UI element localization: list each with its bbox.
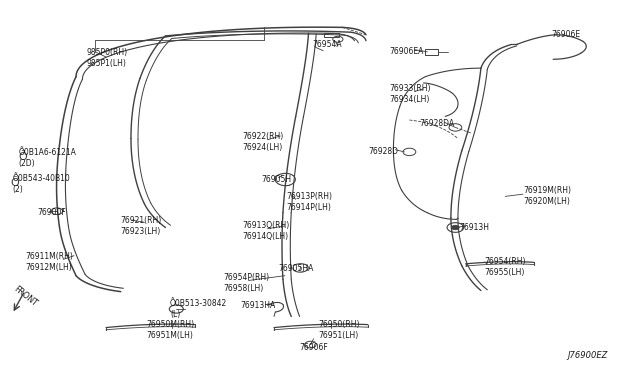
Text: 76905HA: 76905HA <box>278 264 314 273</box>
Text: J76900EZ: J76900EZ <box>568 351 608 360</box>
Text: 76900F: 76900F <box>37 208 66 217</box>
Text: 76913P(RH)
76914P(LH): 76913P(RH) 76914P(LH) <box>287 192 333 212</box>
Text: 76950M(RH)
76951M(LH): 76950M(RH) 76951M(LH) <box>147 320 195 340</box>
Text: 76922(RH)
76924(LH): 76922(RH) 76924(LH) <box>242 132 284 152</box>
Bar <box>324 33 339 37</box>
Text: 76906EA: 76906EA <box>389 47 423 56</box>
Text: 76913H: 76913H <box>460 223 489 232</box>
Text: 76928D: 76928D <box>368 147 398 156</box>
Text: 76921(RH)
76923(LH): 76921(RH) 76923(LH) <box>121 216 162 236</box>
Text: 76954A: 76954A <box>312 40 342 49</box>
Circle shape <box>452 225 460 230</box>
Text: 985P0(RH)
985P1(LH): 985P0(RH) 985P1(LH) <box>87 48 128 68</box>
Text: 76913Q(RH)
76914Q(LH): 76913Q(RH) 76914Q(LH) <box>242 221 289 241</box>
Text: FRONT: FRONT <box>12 285 38 308</box>
Text: 76906E: 76906E <box>551 30 580 39</box>
Bar <box>426 49 438 55</box>
Text: 76911M(RH)
76912M(LH): 76911M(RH) 76912M(LH) <box>25 252 73 272</box>
Text: Õ: Õ <box>19 152 28 162</box>
Text: 76913HA: 76913HA <box>240 301 275 310</box>
Text: 76906F: 76906F <box>300 343 328 352</box>
Text: 76905H: 76905H <box>261 175 291 184</box>
Text: Õ0B543-40B10
(2): Õ0B543-40B10 (2) <box>12 174 70 194</box>
Text: 76954P(RH)
76958(LH): 76954P(RH) 76958(LH) <box>223 273 269 293</box>
Text: 76933(RH)
76934(LH): 76933(RH) 76934(LH) <box>389 84 431 104</box>
Text: 76950(RH)
76951(LH): 76950(RH) 76951(LH) <box>319 320 360 340</box>
Text: Õ: Õ <box>10 178 19 188</box>
Text: 76919M(RH)
76920M(LH): 76919M(RH) 76920M(LH) <box>523 186 571 206</box>
Text: 76954(RH)
76955(LH): 76954(RH) 76955(LH) <box>484 257 526 277</box>
Text: Õ0B1A6-6121A
(2D): Õ0B1A6-6121A (2D) <box>19 148 76 168</box>
Text: Õ0B513-30842
(L): Õ0B513-30842 (L) <box>170 299 227 319</box>
Text: 76928DA: 76928DA <box>419 119 454 128</box>
